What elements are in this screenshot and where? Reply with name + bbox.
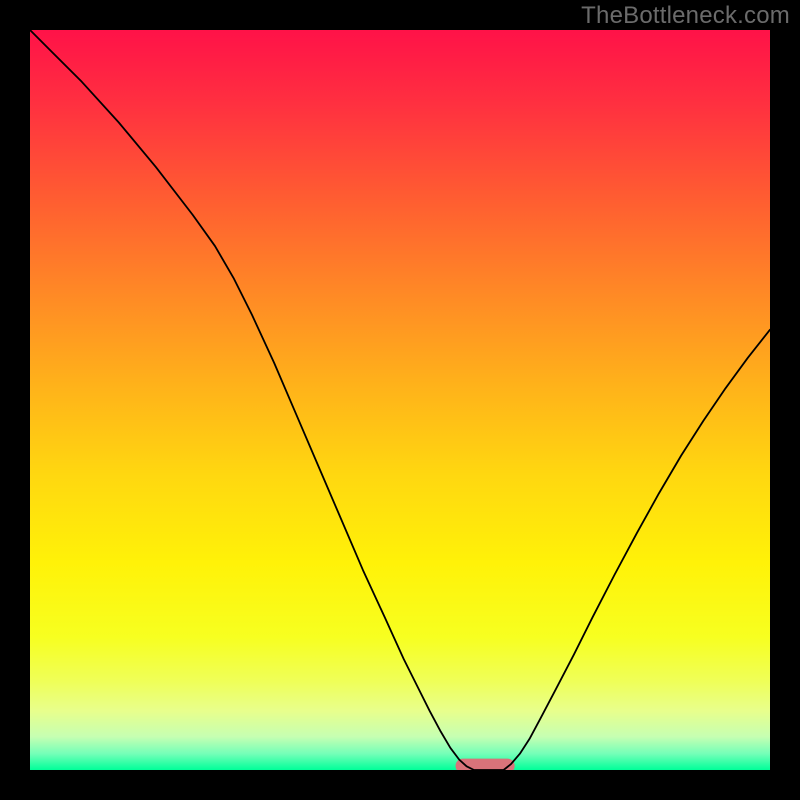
bottleneck-chart [30,30,770,770]
watermark-text: TheBottleneck.com [581,2,790,30]
gradient-background [30,30,770,770]
figure-frame: TheBottleneck.com [0,0,800,800]
plot-area [30,30,770,770]
